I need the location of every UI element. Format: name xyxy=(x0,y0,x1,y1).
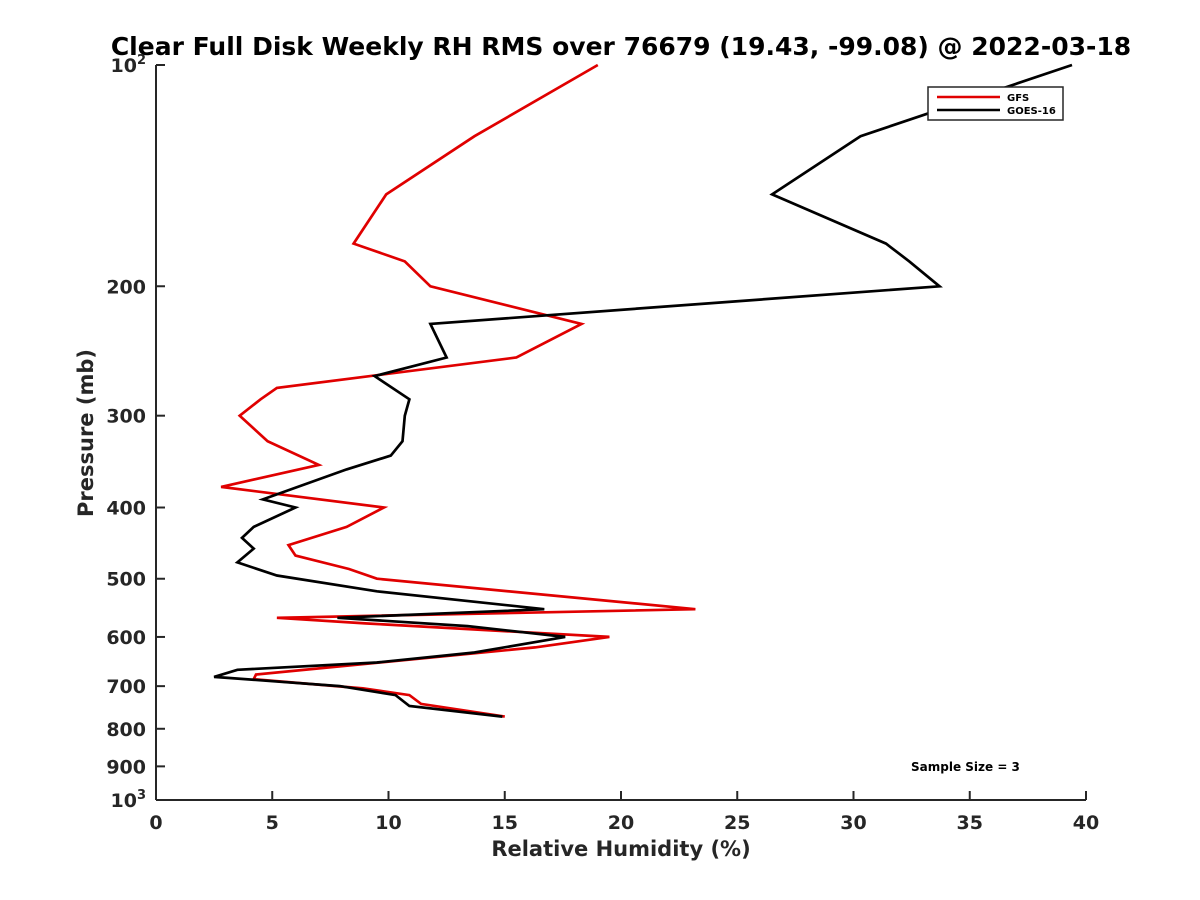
chart-title: Clear Full Disk Weekly RH RMS over 76679… xyxy=(111,32,1131,61)
y-tick-label: 102 xyxy=(111,53,147,77)
y-axis-label: Pressure (mb) xyxy=(74,349,98,517)
y-tick-label: 600 xyxy=(106,627,146,649)
y-tick-label: 900 xyxy=(106,756,146,778)
x-tick-label: 10 xyxy=(375,812,401,834)
y-ticks: 102 200 300 400 500 600 700 800 900 103 xyxy=(106,53,165,812)
y-tick-label: 500 xyxy=(106,569,146,591)
y-tick-label: 300 xyxy=(106,406,146,428)
legend-label-gfs: GFS xyxy=(1007,93,1029,104)
series-layer xyxy=(213,63,1073,718)
y-tick-label: 103 xyxy=(111,788,147,812)
y-tick-label: 400 xyxy=(106,498,146,520)
x-tick-label: 0 xyxy=(149,812,162,834)
y-tick-label: 800 xyxy=(106,719,146,741)
legend-box xyxy=(927,86,1064,121)
plot-area: 0 5 10 15 20 25 30 35 40 102 200 300 400 500 600 700 80… xyxy=(106,53,1099,834)
x-axis-label: Relative Humidity (%) xyxy=(491,837,750,861)
y-tick-label: 200 xyxy=(106,276,146,298)
legend: GFS GOES-16 xyxy=(927,86,1064,121)
legend-label-goes16: GOES-16 xyxy=(1007,106,1056,117)
x-ticks: 0 5 10 15 20 25 30 35 40 xyxy=(149,791,1099,834)
x-tick-label: 35 xyxy=(957,812,983,834)
series-line-goes-16 xyxy=(213,63,1073,718)
x-tick-label: 30 xyxy=(840,812,866,834)
x-tick-label: 40 xyxy=(1073,812,1099,834)
x-tick-label: 5 xyxy=(266,812,279,834)
sample-size-annotation: Sample Size = 3 xyxy=(911,760,1020,774)
x-tick-label: 25 xyxy=(724,812,750,834)
x-tick-label: 15 xyxy=(492,812,518,834)
x-tick-label: 20 xyxy=(608,812,634,834)
series-line-gfs xyxy=(220,63,696,718)
y-tick-label: 700 xyxy=(106,676,146,698)
